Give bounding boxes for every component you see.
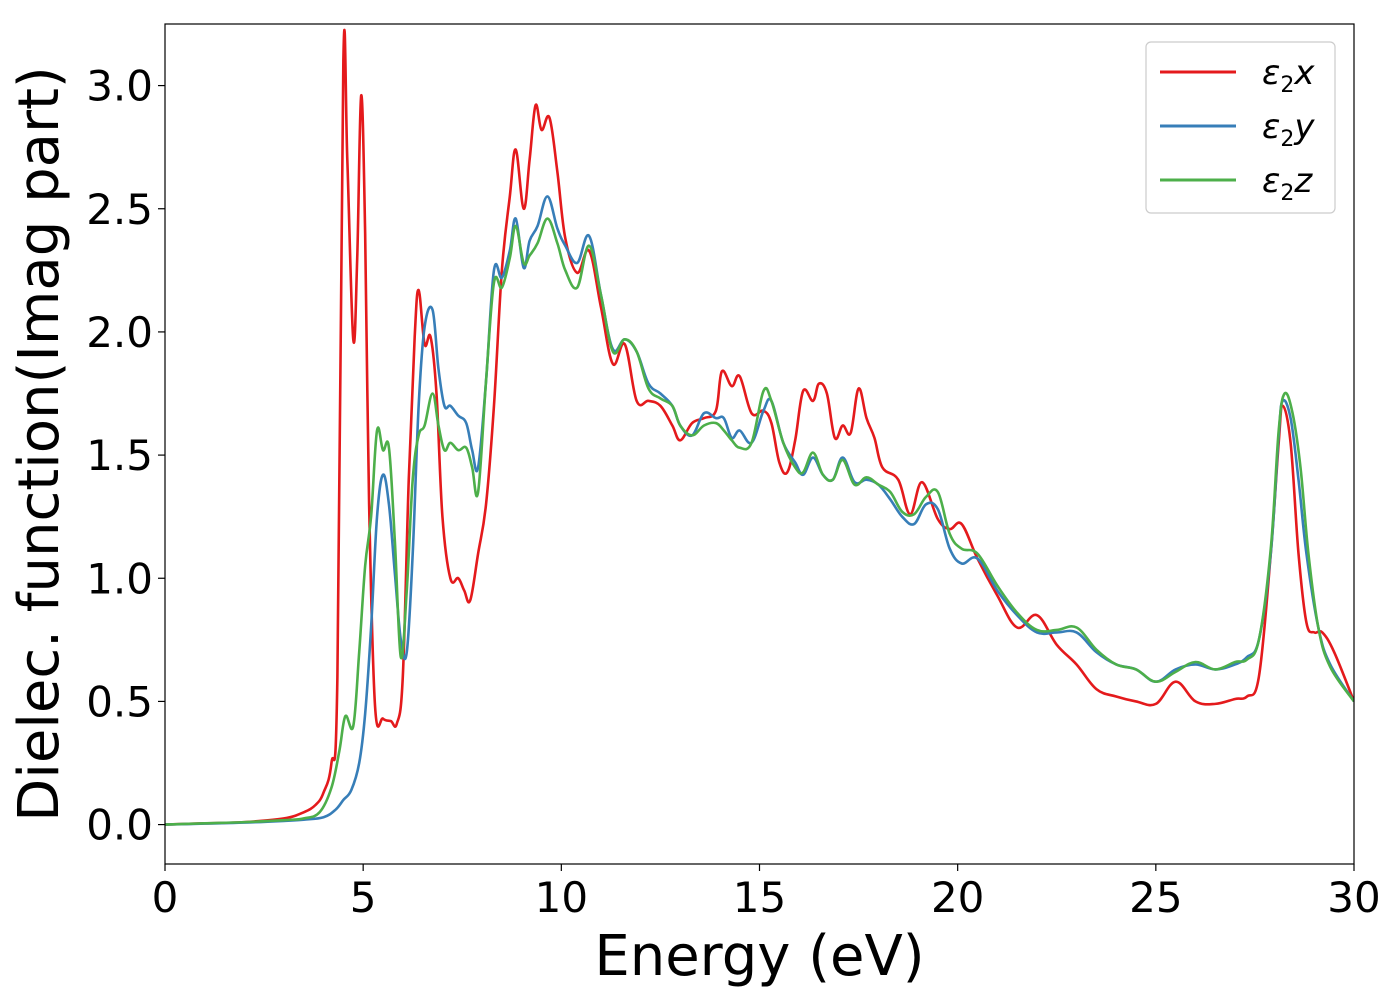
x-tick-label: 30 (1327, 873, 1380, 922)
series-line-z (165, 217, 1354, 826)
x-tick-label: 0 (152, 873, 179, 922)
y-tick-label: 0.5 (86, 677, 153, 726)
series-layer (165, 28, 1354, 826)
x-tick-label: 15 (733, 873, 786, 922)
y-tick-label: 3.0 (86, 62, 153, 111)
legend: ε2x ε2y ε2z (1145, 41, 1336, 214)
x-tick-label: 10 (535, 873, 588, 922)
y-axis-title: Dielec. function(Imag part) (7, 66, 72, 822)
legend-box (1145, 41, 1336, 214)
x-tick-label: 5 (350, 873, 377, 922)
y-tick-label: 1.5 (86, 431, 153, 480)
legend-label-y: ε2y (1262, 107, 1315, 152)
y-tick-label: 2.5 (86, 185, 153, 234)
series-line-x (165, 28, 1354, 826)
x-axis-title: Energy (eV) (594, 924, 924, 989)
legend-label-z: ε2z (1262, 161, 1313, 206)
axis-ticks: 0 5 10 15 20 25 30 0.0 0.5 1.0 1.5 2.0 2.5 3.0 (86, 62, 1381, 922)
x-tick-label: 25 (1129, 873, 1182, 922)
legend-label-x: ε2x (1262, 53, 1315, 98)
y-tick-label: 2.0 (86, 308, 153, 357)
y-tick-label: 1.0 (86, 554, 153, 603)
y-tick-label: 0.0 (86, 801, 153, 850)
x-tick-label: 20 (931, 873, 984, 922)
